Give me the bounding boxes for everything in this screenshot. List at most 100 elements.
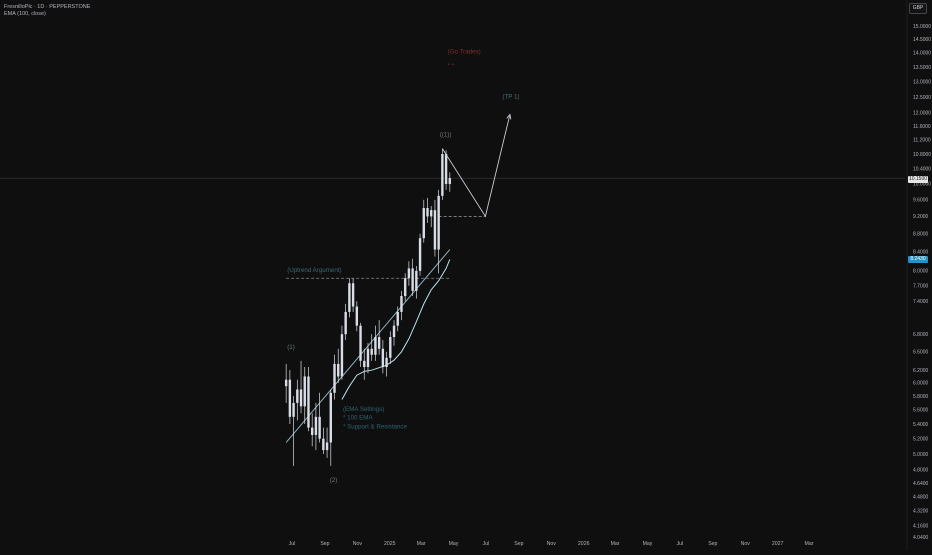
y-tick-label: 6.8000 (913, 332, 929, 338)
candle-body (403, 278, 407, 297)
y-tick-label: 6.5000 (913, 350, 929, 356)
currency-badge[interactable]: GBP (909, 3, 927, 14)
candle-body (448, 178, 452, 184)
last-price-tag: 10.1500 (908, 176, 928, 183)
y-tick-label: 10.0000 (913, 182, 931, 188)
projection-path (442, 114, 511, 218)
candle-body (351, 283, 355, 307)
y-tick-label: 7.7000 (913, 284, 929, 290)
chart-annotation: (1) (287, 344, 295, 351)
y-tick-label: 4.4800 (913, 495, 929, 501)
y-tick-label: 4.1600 (913, 523, 929, 529)
chart-annotation: (EMA Settings) (343, 406, 384, 413)
candle-body (292, 402, 295, 417)
candle-body (374, 337, 377, 355)
candle-body (389, 337, 392, 358)
x-tick-label: Sep (708, 541, 717, 547)
y-tick-label: 4.3200 (913, 509, 929, 515)
candle-body (303, 376, 306, 407)
candle-body (411, 268, 414, 291)
y-tick-label: 8.8000 (913, 232, 929, 238)
x-tick-label: Mar (805, 541, 814, 547)
x-tick-label: Jul (677, 541, 684, 547)
y-tick-label: 14.5000 (913, 37, 931, 43)
y-tick-label: 8.0000 (913, 269, 929, 275)
y-tick-label: 4.8000 (913, 468, 929, 474)
candle-body (325, 442, 329, 451)
candle-body (433, 210, 437, 250)
y-tick-label: 4.6400 (913, 481, 929, 487)
y-tick-label: 10.4000 (913, 166, 931, 172)
ema-line (341, 259, 451, 400)
candle-body (381, 348, 385, 368)
candle-body (441, 153, 444, 196)
y-tick-label: 14.0000 (913, 51, 931, 57)
y-tick-label: 6.2000 (913, 368, 929, 374)
x-tick-label: Sep (320, 541, 329, 547)
y-tick-label: 13.0000 (913, 80, 931, 86)
y-tick-label: 12.5000 (913, 95, 931, 101)
y-tick-label: 6.0000 (913, 381, 929, 387)
candle-body (348, 283, 351, 312)
y-tick-label: 5.8000 (913, 394, 929, 400)
candle-body (366, 348, 370, 368)
chart-annotation: * Support & Resistance (343, 423, 408, 430)
candle-body (385, 357, 388, 368)
y-tick-label: 13.5000 (913, 65, 931, 71)
candle-body (396, 311, 399, 326)
candle-body (444, 153, 448, 184)
candle-body (299, 389, 303, 407)
y-tick-label: 15.0000 (913, 24, 931, 30)
y-tick-label: 5.6000 (913, 408, 929, 414)
projection-arrowhead (506, 113, 512, 120)
candle-body (430, 210, 433, 217)
candle-body (318, 416, 321, 439)
candle-body (310, 427, 314, 435)
y-tick-label: 9.6000 (913, 198, 929, 204)
x-tick-label: Jul (483, 541, 490, 547)
chart-annotation: (Go Trades) (448, 48, 481, 55)
y-tick-label: 10.8000 (913, 152, 931, 158)
candle-body (307, 376, 310, 428)
candle-body (337, 363, 340, 377)
candle-body (344, 311, 347, 335)
candle-body (359, 325, 362, 361)
chart-annotation: ((1)) (440, 131, 452, 138)
candle-body (377, 337, 381, 349)
candle-body (363, 360, 366, 368)
y-tick-label: 5.0000 (913, 452, 929, 458)
candle-body (314, 416, 318, 435)
x-tick-label: Mar (611, 541, 620, 547)
x-tick-label: Mar (417, 541, 426, 547)
candle-body (407, 268, 411, 279)
y-tick-label: 12.0000 (913, 111, 931, 117)
x-tick-label: 2026 (578, 541, 590, 547)
candle-body (329, 392, 332, 443)
candle-body (426, 208, 429, 217)
x-tick-label: 2027 (772, 541, 784, 547)
candle-body (370, 348, 373, 355)
x-tick-label: May (449, 541, 459, 547)
chart-annotation: (2) (330, 477, 338, 484)
candle-body (418, 238, 422, 271)
y-tick-label: 11.2000 (913, 138, 931, 144)
chart-annotation: (TP 1) (502, 94, 519, 101)
y-tick-label: 8.4000 (913, 250, 929, 256)
candle-body (355, 306, 359, 326)
candle-body (392, 325, 396, 338)
x-tick-label: Jul (289, 541, 296, 547)
indicator-label: EMA (100, close) (4, 11, 46, 17)
y-tick-label: 5.2000 (913, 436, 929, 442)
x-tick-label: May (643, 541, 653, 547)
symbol-title: FresnilloPlc · 1D · PEPPERSTONE (4, 4, 91, 10)
candle-body (296, 389, 299, 403)
x-tick-label: Sep (514, 541, 523, 547)
candle-body (437, 195, 440, 250)
y-tick-label: 9.2000 (913, 214, 929, 220)
candle-body (333, 363, 336, 393)
candle-body (422, 208, 425, 239)
y-tick-label: 7.4000 (913, 299, 929, 305)
candle-body (322, 438, 325, 451)
